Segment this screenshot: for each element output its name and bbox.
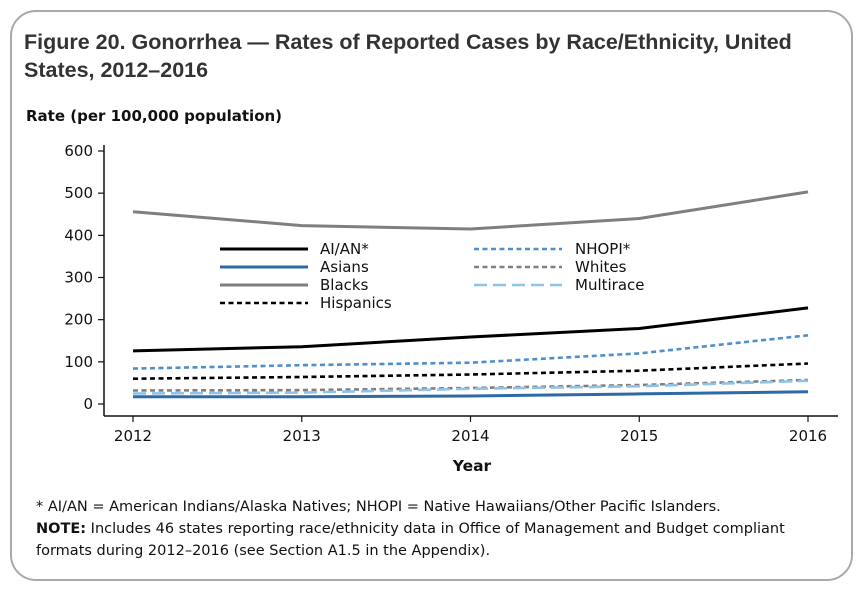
y-axis-label: Rate (per 100,000 population) — [26, 107, 283, 125]
footnotes: * AI/AN = American Indians/Alaska Native… — [36, 496, 836, 562]
x-tick-label: 2013 — [283, 427, 321, 445]
footnote-note: NOTE: Includes 46 states reporting race/… — [36, 518, 836, 562]
y-tick-label: 100 — [64, 353, 93, 371]
legend-label: Hispanics — [320, 294, 392, 312]
x-tick-label: 2012 — [114, 427, 152, 445]
legend-label: Whites — [575, 258, 627, 276]
legend-label: NHOPI* — [575, 240, 631, 258]
y-tick-label: 300 — [64, 269, 93, 287]
x-tick-label: 2014 — [451, 427, 489, 445]
note-label: NOTE: — [36, 521, 87, 537]
figure-frame — [10, 10, 853, 581]
x-tick-label: 2016 — [789, 427, 827, 445]
legend-label: Asians — [320, 258, 369, 276]
series-line-hispanics — [132, 362, 809, 380]
y-tick-label: 400 — [64, 226, 93, 244]
series-lines — [132, 190, 809, 399]
note-text: Includes 46 states reporting race/ethnic… — [36, 521, 785, 559]
y-tick-label: 0 — [83, 395, 93, 413]
series-line-multirace — [132, 379, 809, 395]
y-tick-label: 600 — [64, 142, 93, 160]
series-line-asians — [133, 390, 809, 399]
legend-label: AI/AN* — [320, 240, 369, 258]
chart-axes: 0 100 200 300 400 500 600 2012 2013 2014 2015 2016 — [64, 142, 838, 445]
figure-title: Figure 20. Gonorrhea — Rates of Reported… — [24, 30, 792, 82]
x-tick-label: 2015 — [620, 427, 658, 445]
series-line-nhopi — [132, 334, 809, 370]
series-line-blacks — [132, 190, 809, 231]
y-tick-label: 200 — [64, 311, 93, 329]
footnote-definition: * AI/AN = American Indians/Alaska Native… — [36, 499, 721, 515]
x-axis-label: Year — [452, 457, 492, 475]
legend-label: Blacks — [320, 276, 369, 294]
y-tick-label: 500 — [64, 184, 93, 202]
legend-label: Multirace — [575, 276, 645, 294]
series-line-ai-an — [132, 306, 809, 353]
